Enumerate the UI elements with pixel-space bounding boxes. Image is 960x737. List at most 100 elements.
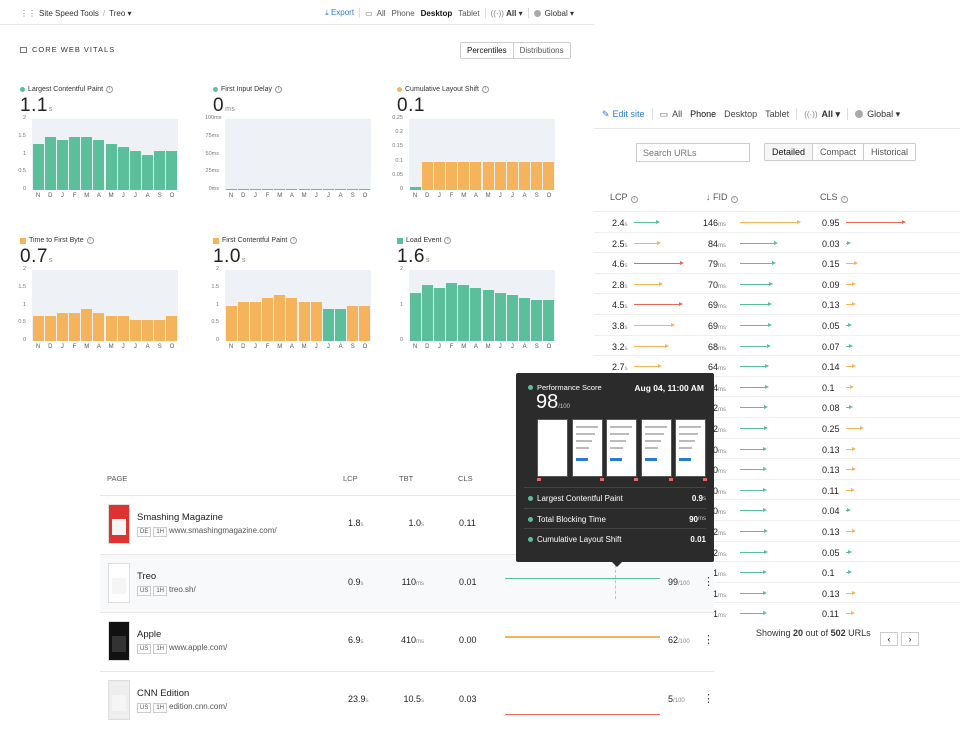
chart-bar[interactable] bbox=[262, 189, 274, 190]
chart-bar[interactable] bbox=[81, 136, 93, 190]
chart-bar[interactable] bbox=[470, 287, 482, 341]
url-row[interactable]: 4.6s 79ms 0.15 bbox=[594, 252, 960, 273]
chart-bar[interactable] bbox=[142, 319, 154, 341]
chart-bar[interactable] bbox=[310, 189, 322, 190]
next-page-button[interactable]: › bbox=[901, 632, 919, 646]
chart-bar[interactable] bbox=[531, 300, 543, 341]
chart-bar[interactable] bbox=[69, 312, 81, 341]
chart-bar[interactable] bbox=[458, 161, 470, 190]
grid-menu-icon[interactable]: ⋮⋮ bbox=[20, 8, 36, 18]
info-icon[interactable]: i bbox=[86, 237, 94, 244]
region-dropdown[interactable]: Global ▾ bbox=[867, 108, 901, 119]
connection-dropdown[interactable]: ((·)) All ▾ bbox=[490, 8, 523, 18]
chart-bar[interactable] bbox=[142, 154, 154, 190]
chart-bar[interactable] bbox=[117, 316, 129, 341]
chart-bar[interactable] bbox=[482, 161, 494, 190]
info-icon[interactable]: i bbox=[290, 237, 298, 244]
tab-compact[interactable]: Compact bbox=[813, 144, 865, 160]
chart-bar[interactable] bbox=[274, 294, 286, 341]
page-url[interactable]: treo.sh/ bbox=[169, 584, 196, 594]
chart-bar[interactable] bbox=[32, 316, 44, 341]
chart-bar[interactable] bbox=[506, 161, 518, 190]
device-option[interactable]: Tablet bbox=[765, 109, 790, 119]
chart-bar[interactable] bbox=[298, 301, 310, 341]
url-row[interactable]: 2.8s 70ms 0.09 bbox=[594, 272, 960, 294]
chart-bar[interactable] bbox=[32, 143, 44, 190]
chart-bar[interactable] bbox=[129, 150, 141, 190]
chart-bar[interactable] bbox=[166, 316, 178, 341]
chart-bar[interactable] bbox=[249, 189, 261, 190]
chart-bar[interactable] bbox=[458, 285, 470, 341]
chart-bar[interactable] bbox=[446, 161, 458, 190]
chart-bar[interactable] bbox=[482, 290, 494, 341]
chart-bar[interactable] bbox=[129, 319, 141, 341]
lcp-column-header[interactable]: LCP i bbox=[610, 192, 638, 203]
chart-bar[interactable] bbox=[249, 301, 261, 341]
more-icon[interactable]: ⋮ bbox=[703, 575, 714, 588]
chart-bar[interactable] bbox=[298, 189, 310, 190]
chart-bar[interactable] bbox=[543, 300, 555, 341]
page-url[interactable]: www.smashingmagazine.com/ bbox=[169, 526, 277, 535]
page-url[interactable]: www.apple.com/ bbox=[169, 643, 228, 652]
info-icon[interactable]: i bbox=[106, 86, 114, 93]
chart-bar[interactable] bbox=[44, 136, 56, 190]
chart-bar[interactable] bbox=[105, 316, 117, 341]
chart-bar[interactable] bbox=[322, 189, 334, 190]
cls-column-header[interactable]: CLS bbox=[458, 474, 473, 483]
chart-bar[interactable] bbox=[322, 309, 334, 341]
chart-bar[interactable] bbox=[359, 305, 371, 341]
info-icon[interactable]: i bbox=[444, 237, 452, 244]
chart-bar[interactable] bbox=[274, 189, 286, 190]
chart-bar[interactable] bbox=[154, 150, 166, 190]
search-urls-input[interactable] bbox=[636, 143, 750, 162]
chart-bar[interactable] bbox=[543, 161, 555, 190]
page-row[interactable]: Apple US 1H www.apple.com/6.9s 410ms 0.00 62/1… bbox=[100, 612, 714, 670]
tab-percentiles[interactable]: Percentiles bbox=[461, 43, 514, 58]
tbt-column-header[interactable]: TBT bbox=[399, 474, 414, 483]
chart-bar[interactable] bbox=[105, 143, 117, 190]
page-row[interactable]: Smashing Magazine DE 1H www.smashingmagazin… bbox=[100, 495, 714, 553]
fid-column-header[interactable]: ↓ FID i bbox=[706, 192, 738, 203]
more-icon[interactable]: ⋮ bbox=[703, 634, 714, 646]
page-row[interactable]: CNN Edition US 1H edition.cnn.com/23.9s 10.5… bbox=[100, 670, 714, 729]
prev-page-button[interactable]: ‹ bbox=[880, 632, 898, 646]
url-row[interactable]: 2.7s 64ms 0.14 bbox=[594, 355, 960, 376]
tab-distributions[interactable]: Distributions bbox=[513, 43, 570, 58]
chart-bar[interactable] bbox=[519, 297, 531, 341]
chart-bar[interactable] bbox=[286, 189, 298, 190]
chart-bar[interactable] bbox=[286, 298, 298, 341]
device-option[interactable]: Phone bbox=[391, 8, 415, 18]
device-option[interactable]: All bbox=[376, 8, 386, 18]
chart-bar[interactable] bbox=[519, 161, 531, 190]
info-icon[interactable]: i bbox=[274, 86, 282, 93]
site-dropdown[interactable]: Treo ▾ bbox=[109, 8, 132, 18]
device-option[interactable]: Desktop bbox=[724, 109, 758, 119]
chart-bar[interactable] bbox=[494, 161, 506, 190]
info-icon[interactable]: i bbox=[481, 86, 489, 93]
url-row[interactable]: 3.2s 68ms 0.07 bbox=[594, 334, 960, 356]
chart-bar[interactable] bbox=[359, 189, 371, 190]
chart-bar[interactable] bbox=[409, 292, 421, 341]
chart-bar[interactable] bbox=[421, 161, 433, 190]
chart-bar[interactable] bbox=[433, 161, 445, 190]
chart-bar[interactable] bbox=[335, 309, 347, 341]
page-url[interactable]: edition.cnn.com/ bbox=[169, 701, 228, 711]
chart-bar[interactable] bbox=[506, 295, 518, 341]
device-option[interactable]: Tablet bbox=[458, 8, 480, 18]
chart-bar[interactable] bbox=[166, 150, 178, 190]
chart-bar[interactable] bbox=[93, 312, 105, 341]
chart-bar[interactable] bbox=[93, 140, 105, 190]
chart-bar[interactable] bbox=[347, 189, 359, 190]
chart-bar[interactable] bbox=[44, 316, 56, 341]
connection-dropdown[interactable]: All ▾ bbox=[821, 108, 841, 119]
chart-bar[interactable] bbox=[56, 312, 68, 341]
cls-column-header[interactable]: CLS i bbox=[820, 192, 848, 203]
edit-site-link[interactable]: Edit site bbox=[612, 109, 645, 119]
chart-bar[interactable] bbox=[433, 287, 445, 341]
chart-bar[interactable] bbox=[347, 305, 359, 341]
export-button[interactable]: ⤓ Export bbox=[325, 8, 355, 17]
chart-bar[interactable] bbox=[117, 147, 129, 190]
tab-detailed[interactable]: Detailed bbox=[765, 144, 814, 160]
url-row[interactable]: 4.5s 69ms 0.13 bbox=[594, 293, 960, 314]
chart-bar[interactable] bbox=[421, 285, 433, 341]
